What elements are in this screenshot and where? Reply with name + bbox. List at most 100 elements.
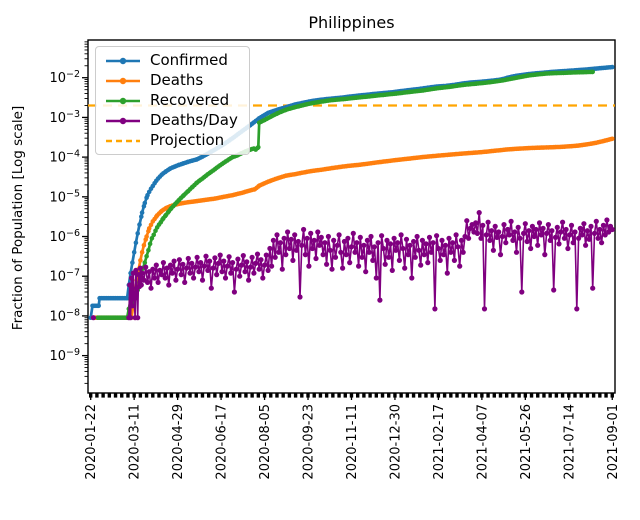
deaths-day-marker (175, 266, 181, 272)
confirmed-marker (135, 231, 140, 236)
deaths-day-marker (320, 252, 326, 258)
deaths-day-marker (540, 225, 546, 231)
deaths-day-marker (286, 245, 292, 252)
deaths-day-marker (453, 232, 459, 238)
confirmed-marker (130, 260, 135, 265)
deaths-day-marker (254, 251, 261, 257)
recovered-marker (144, 253, 149, 259)
deaths-day-marker (400, 245, 406, 252)
deaths-day-marker (549, 228, 555, 234)
deaths-day-marker (490, 247, 496, 253)
deaths-day-marker (554, 224, 560, 230)
deaths-day-marker (565, 245, 571, 252)
deaths-day-marker (311, 237, 317, 243)
deaths-day-marker (304, 235, 310, 241)
deaths-day-marker (542, 252, 548, 258)
deaths-day-marker (496, 229, 502, 235)
x-tick-label: 2021-07-14 (562, 404, 577, 480)
confirmed-marker (131, 250, 137, 255)
deaths-marker (138, 258, 143, 263)
deaths-day-marker (299, 242, 305, 248)
x-tick-label: 2021-05-26 (519, 404, 534, 480)
deaths-day-marker (533, 226, 539, 233)
deaths-day-marker (182, 279, 188, 285)
deaths-day-marker (203, 253, 209, 259)
deaths-day-marker (262, 262, 268, 268)
deaths-day-marker (247, 264, 253, 270)
deaths-day-marker (524, 238, 530, 245)
deaths-day-marker (318, 234, 324, 240)
deaths-day-marker (492, 223, 498, 229)
deaths-day-marker (316, 242, 323, 248)
deaths-day-marker (398, 232, 404, 238)
deaths-day-marker (489, 228, 495, 234)
deaths-day-marker (506, 232, 512, 238)
legend-line-marker-icon (106, 57, 140, 64)
deaths-day-marker (590, 285, 596, 291)
confirmed-marker (124, 295, 130, 301)
deaths-day-marker (414, 233, 420, 240)
deaths-day-marker (364, 237, 370, 243)
deaths-day-marker (426, 234, 433, 240)
deaths-day-marker (368, 233, 374, 240)
deaths-day-marker (297, 294, 303, 300)
deaths-day-marker (529, 223, 536, 229)
recovered-marker (149, 236, 155, 241)
legend-label-confirmed: Confirmed (150, 51, 228, 69)
deaths-day-marker (308, 230, 314, 236)
deaths-day-marker (521, 230, 527, 236)
y-tick-label: 10−9 (49, 347, 80, 364)
deaths-day-marker (478, 235, 484, 241)
deaths-day-marker (251, 270, 257, 276)
deaths-day-marker (152, 275, 158, 281)
deaths-day-marker (249, 254, 255, 260)
deaths-day-marker (407, 242, 413, 248)
x-tick-label: 2020-12-30 (388, 404, 403, 480)
deaths-day-marker (371, 244, 378, 250)
deaths-day-marker (90, 315, 96, 321)
deaths-day-marker (373, 275, 379, 281)
deaths-day-marker (387, 241, 394, 247)
deaths-day-marker (576, 235, 582, 241)
deaths-day-marker (281, 235, 287, 241)
deaths-day-marker (260, 275, 266, 281)
deaths-day-marker (547, 237, 553, 243)
deaths-day-marker (579, 232, 585, 238)
deaths-day-marker (421, 252, 427, 258)
deaths-marker (144, 234, 149, 239)
y-axis: 10−2 10−3 10−4 10−5 10−6 10−7 10−8 10−9 (49, 41, 88, 384)
x-tick-label: 2021-09-01 (606, 404, 621, 480)
deaths-day-marker (187, 270, 193, 276)
deaths-day-marker (189, 260, 195, 266)
recovered-marker (590, 69, 595, 75)
x-tick-label: 2020-09-23 (302, 404, 317, 480)
recovered-marker (255, 144, 261, 150)
deaths-day-marker (169, 270, 175, 276)
x-tick-label: 2020-08-05 (258, 404, 273, 480)
deaths-day-marker (143, 264, 149, 270)
deaths-day-marker (164, 265, 170, 271)
deaths-day-marker (194, 254, 200, 260)
deaths-day-marker (512, 229, 518, 235)
deaths-day-marker (214, 272, 220, 278)
deaths-day-marker (160, 260, 166, 266)
deaths-day-marker (591, 230, 598, 236)
deaths-day-marker (481, 306, 488, 312)
deaths-day-marker (293, 247, 300, 253)
legend-label-deaths-day: Deaths/Day (150, 111, 238, 129)
confirmed-marker (133, 240, 139, 245)
deaths-day-marker (517, 235, 523, 241)
deaths-day-marker (336, 232, 342, 238)
deaths-day-marker (526, 228, 532, 234)
deaths-day-marker (329, 266, 335, 272)
deaths-day-marker (292, 232, 298, 238)
deaths-day-marker (127, 282, 133, 288)
deaths-day-marker (283, 252, 289, 258)
deaths-marker (148, 222, 154, 228)
deaths-marker (610, 136, 615, 142)
y-tick-label: 10−4 (49, 149, 80, 166)
deaths-day-marker (552, 234, 559, 240)
deaths-day-marker (437, 257, 443, 263)
deaths-day-marker (309, 245, 315, 252)
